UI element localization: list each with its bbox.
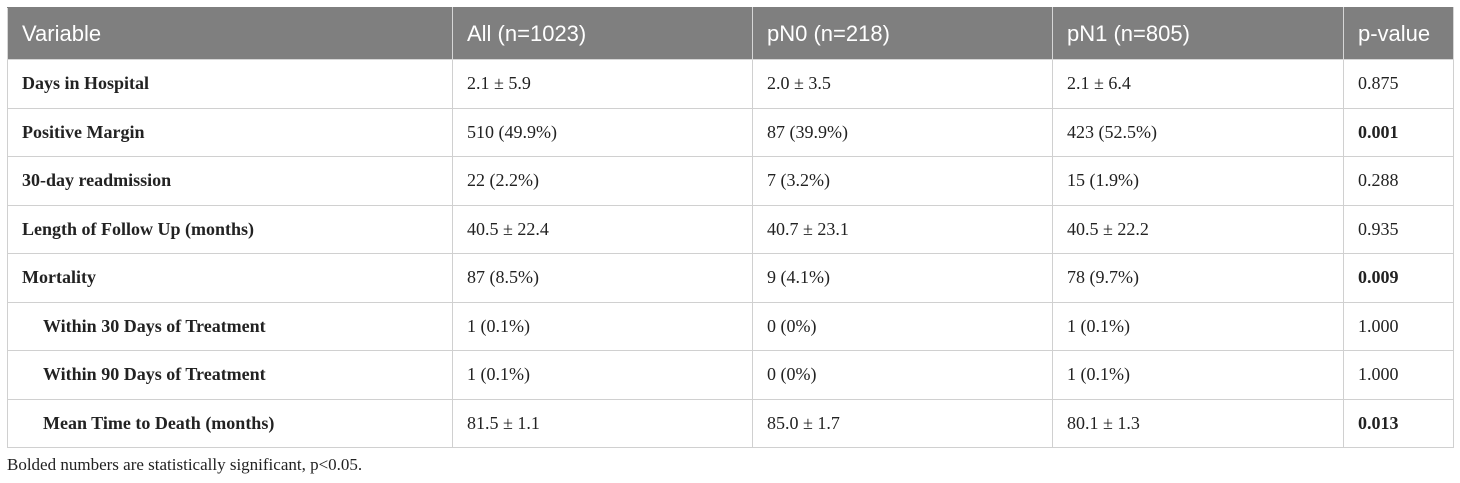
cell-p-value: 0.935: [1343, 204, 1454, 254]
outcomes-table: Variable All (n=1023) pN0 (n=218) pN1 (n…: [7, 7, 1454, 448]
header-p-value: p-value: [1343, 7, 1454, 60]
cell-p-value: 0.013: [1343, 398, 1454, 448]
cell-pn0: 87 (39.9%): [752, 107, 1053, 157]
cell-pn1: 1 (0.1%): [1052, 350, 1344, 400]
cell-all: 1 (0.1%): [452, 301, 753, 351]
cell-all: 81.5 ± 1.1: [452, 398, 753, 448]
cell-pn0: 7 (3.2%): [752, 156, 1053, 206]
cell-pn0: 9 (4.1%): [752, 253, 1053, 303]
cell-all: 510 (49.9%): [452, 107, 753, 157]
table-row: Length of Follow Up (months) 40.5 ± 22.4…: [7, 204, 1454, 254]
table-row: Mean Time to Death (months) 81.5 ± 1.1 8…: [7, 398, 1454, 448]
row-label: Mortality: [7, 253, 453, 303]
cell-p-value: 0.001: [1343, 107, 1454, 157]
cell-all: 2.1 ± 5.9: [452, 59, 753, 109]
table-row: Within 90 Days of Treatment 1 (0.1%) 0 (…: [7, 350, 1454, 400]
cell-pn1: 2.1 ± 6.4: [1052, 59, 1344, 109]
table-header-row: Variable All (n=1023) pN0 (n=218) pN1 (n…: [7, 7, 1454, 60]
cell-pn0: 0 (0%): [752, 350, 1053, 400]
cell-pn1: 1 (0.1%): [1052, 301, 1344, 351]
header-all: All (n=1023): [452, 7, 753, 60]
header-pn1: pN1 (n=805): [1052, 7, 1344, 60]
cell-p-value: 1.000: [1343, 350, 1454, 400]
cell-pn0: 0 (0%): [752, 301, 1053, 351]
cell-pn0: 2.0 ± 3.5: [752, 59, 1053, 109]
header-variable: Variable: [7, 7, 453, 60]
table-row: Positive Margin 510 (49.9%) 87 (39.9%) 4…: [7, 107, 1454, 157]
cell-all: 1 (0.1%): [452, 350, 753, 400]
table-row: 30-day readmission 22 (2.2%) 7 (3.2%) 15…: [7, 156, 1454, 206]
cell-pn1: 80.1 ± 1.3: [1052, 398, 1344, 448]
cell-all: 87 (8.5%): [452, 253, 753, 303]
cell-pn0: 85.0 ± 1.7: [752, 398, 1053, 448]
table-row: Within 30 Days of Treatment 1 (0.1%) 0 (…: [7, 301, 1454, 351]
row-label: 30-day readmission: [7, 156, 453, 206]
outcomes-table-container: Variable All (n=1023) pN0 (n=218) pN1 (n…: [7, 7, 1454, 448]
row-label: Within 30 Days of Treatment: [7, 301, 453, 351]
table-footnote: Bolded numbers are statistically signifi…: [7, 455, 363, 474]
row-label: Mean Time to Death (months): [7, 398, 453, 448]
cell-pn1: 15 (1.9%): [1052, 156, 1344, 206]
cell-pn0: 40.7 ± 23.1: [752, 204, 1053, 254]
cell-pn1: 78 (9.7%): [1052, 253, 1344, 303]
cell-p-value: 1.000: [1343, 301, 1454, 351]
row-label: Within 90 Days of Treatment: [7, 350, 453, 400]
cell-p-value: 0.009: [1343, 253, 1454, 303]
cell-p-value: 0.288: [1343, 156, 1454, 206]
row-label: Days in Hospital: [7, 59, 453, 109]
table-row: Mortality 87 (8.5%) 9 (4.1%) 78 (9.7%) 0…: [7, 253, 1454, 303]
cell-all: 22 (2.2%): [452, 156, 753, 206]
cell-p-value: 0.875: [1343, 59, 1454, 109]
table-row: Days in Hospital 2.1 ± 5.9 2.0 ± 3.5 2.1…: [7, 59, 1454, 109]
cell-all: 40.5 ± 22.4: [452, 204, 753, 254]
row-label: Positive Margin: [7, 107, 453, 157]
row-label: Length of Follow Up (months): [7, 204, 453, 254]
cell-pn1: 40.5 ± 22.2: [1052, 204, 1344, 254]
cell-pn1: 423 (52.5%): [1052, 107, 1344, 157]
header-pn0: pN0 (n=218): [752, 7, 1053, 60]
